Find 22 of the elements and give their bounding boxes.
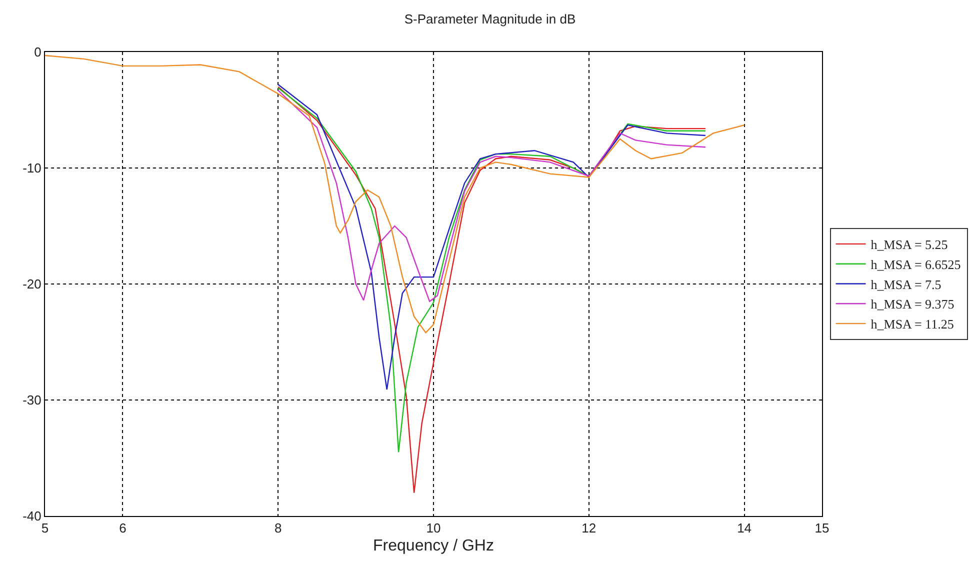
x-axis-title: Frequency / GHz <box>373 537 494 554</box>
legend-label: h_MSA = 7.5 <box>870 276 942 292</box>
legend-label: h_MSA = 5.25 <box>870 237 948 252</box>
line-series <box>45 54 745 334</box>
x-tick-label: 8 <box>274 520 282 536</box>
legend-label: h_MSA = 11.25 <box>870 316 954 332</box>
y-tick-label: -40 <box>22 508 42 524</box>
x-tick-label: 12 <box>582 520 596 536</box>
legend-label: h_MSA = 6.6525 <box>870 256 961 272</box>
y-tick-label: -20 <box>22 276 42 292</box>
x-tick-label: 14 <box>737 520 752 536</box>
chart-title: S-Parameter Magnitude in dB <box>404 12 576 26</box>
x-tick-label: 15 <box>814 520 830 536</box>
y-tick-label: 0 <box>34 44 42 60</box>
y-tick-label: -10 <box>22 160 42 176</box>
x-tick-label: 5 <box>41 520 49 536</box>
y-tick-label: -30 <box>22 392 42 408</box>
x-tick-label: 10 <box>426 520 441 536</box>
line-series <box>278 84 706 390</box>
legend-label: h_MSA = 9.375 <box>870 296 954 312</box>
line-series <box>278 90 706 302</box>
x-tick-label: 6 <box>119 520 126 536</box>
